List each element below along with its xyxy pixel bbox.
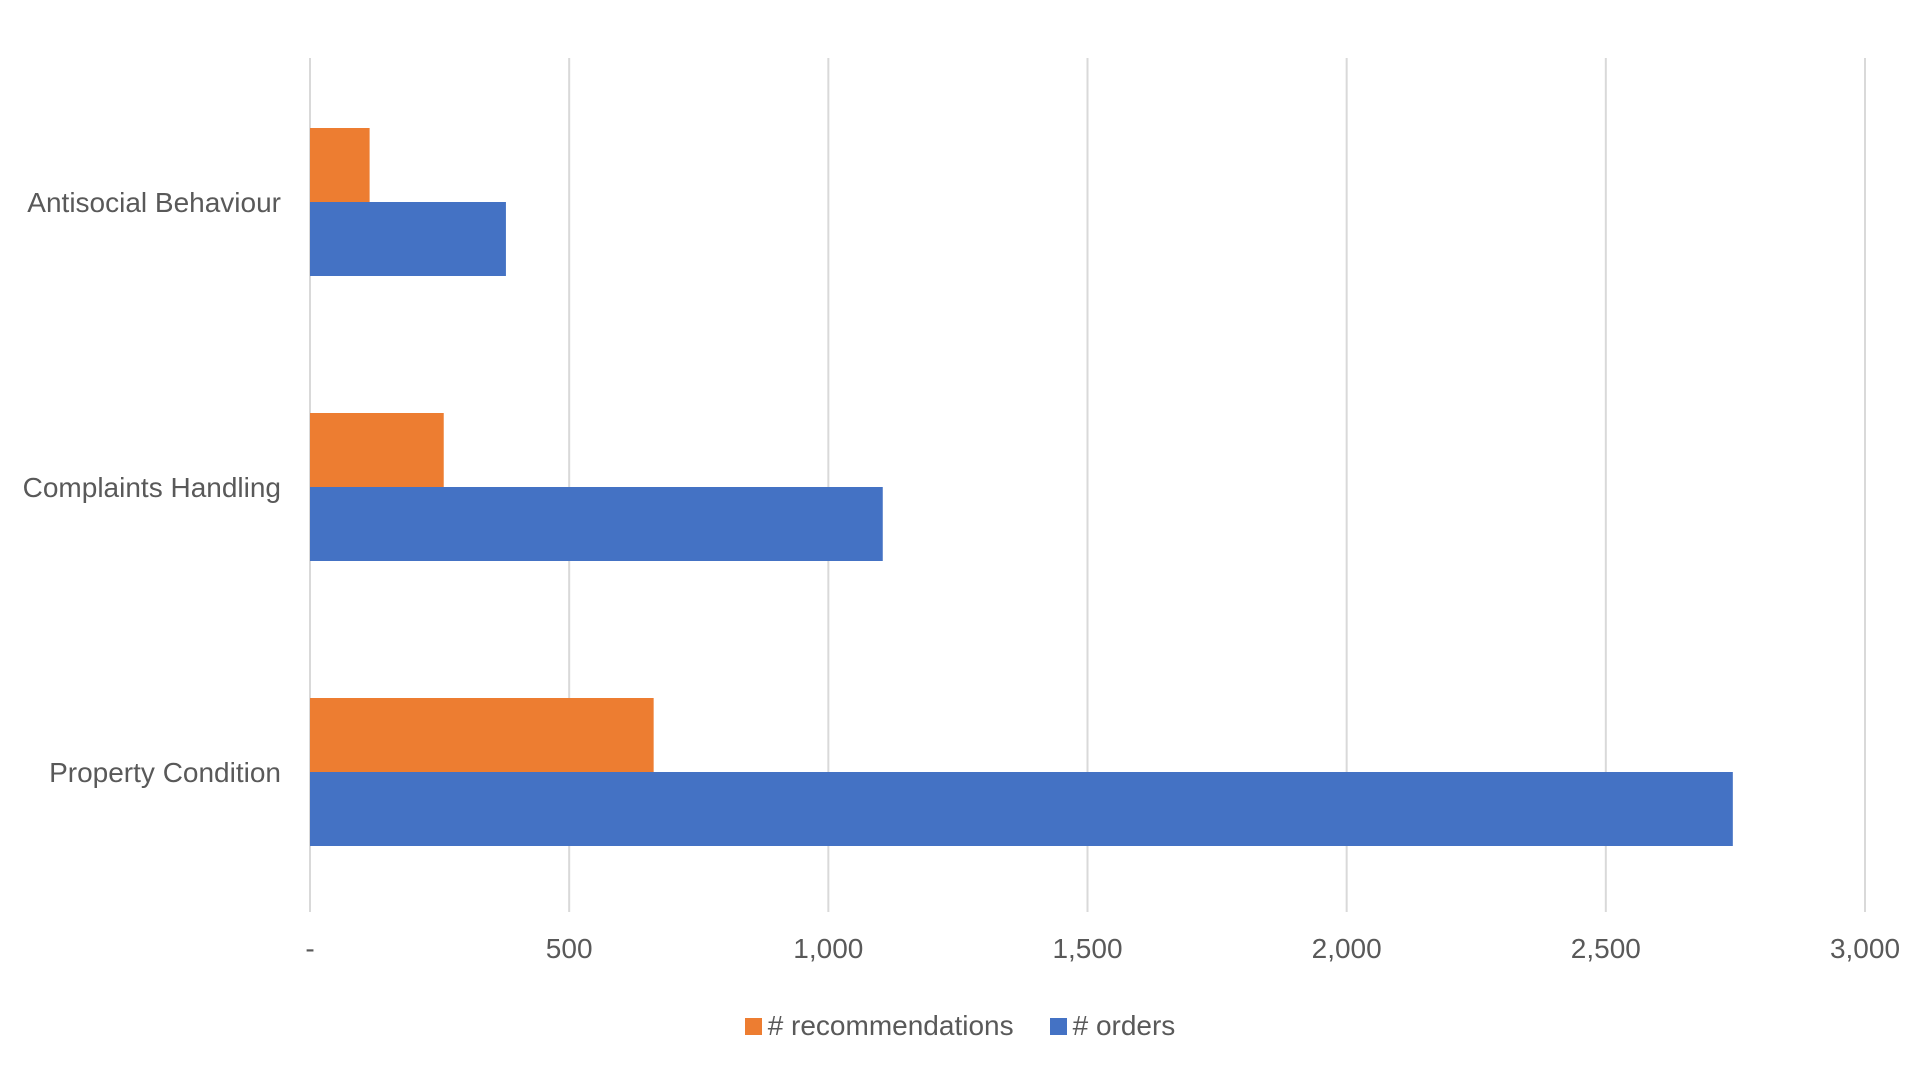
bar-recommendations xyxy=(310,698,654,772)
bar-recommendations xyxy=(310,413,444,487)
x-axis-ticks: - 500 1,000 1,500 2,000 2,500 3,000 xyxy=(305,933,1900,964)
category-label: Complaints Handling xyxy=(23,472,281,503)
x-tick-label: 3,000 xyxy=(1830,933,1900,964)
x-tick-label: 2,000 xyxy=(1312,933,1382,964)
legend-label-orders: # orders xyxy=(1072,1010,1176,1041)
bar-orders xyxy=(310,487,883,561)
legend-item-orders: # orders xyxy=(1049,1010,1176,1042)
gridlines xyxy=(309,58,1866,912)
bars xyxy=(310,128,1733,846)
category-label: Antisocial Behaviour xyxy=(27,187,281,218)
x-tick-label: 2,500 xyxy=(1571,933,1641,964)
category-label: Property Condition xyxy=(49,757,281,788)
x-tick-label: 1,000 xyxy=(793,933,863,964)
legend-swatch-recommendations xyxy=(744,1017,762,1035)
bar-recommendations xyxy=(310,128,370,202)
bar-orders xyxy=(310,202,506,276)
x-tick-label: 1,500 xyxy=(1052,933,1122,964)
legend: # recommendations # orders xyxy=(0,1006,1920,1046)
legend-swatch-orders xyxy=(1049,1017,1067,1035)
x-tick-label: - xyxy=(305,933,314,964)
y-axis-categories: Antisocial Behaviour Complaints Handling P… xyxy=(23,187,281,788)
legend-label-recommendations: # recommendations xyxy=(767,1010,1014,1041)
x-tick-label: 500 xyxy=(546,933,593,964)
bar-orders xyxy=(310,772,1733,846)
legend-item-recommendations: # recommendations xyxy=(744,1010,1014,1042)
